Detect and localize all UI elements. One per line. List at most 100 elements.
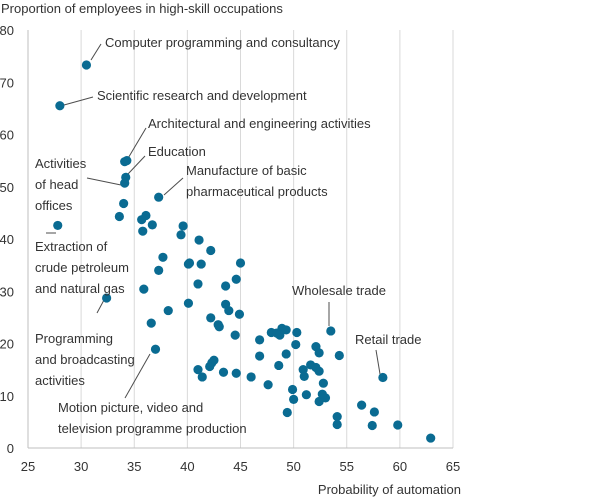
data-point (357, 400, 367, 410)
data-point (183, 298, 194, 308)
annotation-label: Extraction of (35, 239, 108, 254)
annotation-label: Wholesale trade (292, 283, 386, 298)
data-point (206, 245, 216, 256)
y-axis-title: Proportion of employees in high-skill oc… (1, 1, 283, 16)
data-point (224, 305, 234, 316)
annotation-leader-line (126, 127, 147, 161)
data-point (281, 325, 291, 335)
data-point (234, 309, 245, 319)
data-point (326, 326, 336, 336)
annotation-label: Motion picture, video and (58, 400, 203, 415)
data-point (426, 433, 436, 443)
data-point (119, 198, 129, 209)
data-point (275, 330, 285, 340)
annotation-label: crude petroleum (35, 260, 129, 275)
data-point (367, 420, 377, 431)
data-point (378, 372, 388, 383)
data-point (184, 258, 195, 268)
annotations: Computer programming and consultancy Scie… (35, 35, 421, 436)
data-point (138, 226, 148, 236)
annotation-leader-line (86, 177, 122, 186)
x-axis-title: Probability of automation (318, 482, 461, 497)
annotation-leader-line (375, 349, 381, 375)
data-point (122, 156, 132, 166)
data-point (150, 344, 161, 354)
data-point (255, 351, 265, 361)
y-tick-labels: 0 10 20 30 40 50 60 70 80 (0, 23, 14, 456)
annotation-label: Architectural and engineering activities (148, 116, 371, 131)
data-point (206, 313, 216, 323)
annotation-leader-line (96, 299, 105, 314)
data-point (334, 350, 344, 361)
data-point (120, 178, 130, 188)
x-tick-label: 65 (446, 459, 460, 474)
data-point (102, 293, 112, 303)
data-point (158, 252, 168, 262)
annotation-label: Computer programming and consultancy (105, 35, 340, 50)
data-point (332, 419, 342, 430)
x-tick-labels: 25 30 35 40 45 50 55 60 65 (21, 459, 460, 474)
data-point (139, 284, 149, 294)
data-point (301, 390, 311, 400)
data-point (147, 220, 157, 230)
data-point (289, 394, 299, 405)
annotation-label: Education (148, 144, 206, 159)
annotation-label: and broadcasting (35, 352, 135, 367)
data-point (291, 339, 301, 350)
data-points (53, 60, 436, 443)
y-tick-label: 30 (0, 284, 14, 299)
grid (27, 30, 454, 448)
annotation-leader-line (127, 155, 146, 175)
data-point (393, 420, 403, 430)
annotation-label: Retail trade (355, 332, 421, 347)
data-point (163, 305, 173, 316)
y-tick-label: 20 (0, 337, 14, 352)
data-point (287, 384, 298, 395)
data-point (230, 330, 240, 340)
data-point (205, 361, 215, 372)
data-point (314, 348, 324, 358)
data-point (274, 360, 284, 371)
annotation-label: offices (35, 198, 73, 213)
data-point (81, 60, 92, 70)
data-point (218, 367, 229, 377)
annotation-label: activities (35, 373, 85, 388)
x-tick-label: 35 (127, 459, 141, 474)
x-tick-label: 60 (393, 459, 407, 474)
data-point (318, 378, 328, 388)
annotation-label: Activities (35, 156, 87, 171)
data-point (292, 327, 302, 338)
annotation-label: Programming (35, 331, 113, 346)
data-point (235, 258, 246, 268)
data-point (282, 407, 292, 418)
y-tick-label: 80 (0, 23, 14, 38)
data-point (221, 281, 231, 291)
data-point (231, 368, 241, 378)
data-point (214, 322, 224, 332)
data-point (369, 407, 379, 417)
data-point (314, 366, 324, 376)
annotation-label: pharmaceutical products (186, 184, 328, 199)
y-tick-label: 0 (7, 441, 14, 456)
annotation-leader-line (124, 353, 151, 399)
y-tick-label: 40 (0, 232, 14, 247)
annotation-label: of head (35, 177, 78, 192)
annotation-leader-line (90, 43, 102, 61)
data-point (281, 349, 291, 359)
data-point (176, 230, 186, 240)
x-tick-label: 45 (233, 459, 247, 474)
annotation-leader-line (163, 177, 184, 196)
data-point (317, 389, 327, 399)
axes (27, 30, 453, 449)
data-point (299, 371, 309, 382)
data-point (154, 192, 164, 202)
data-point (263, 380, 273, 390)
y-tick-label: 50 (0, 180, 14, 195)
data-point (298, 365, 308, 375)
x-tick-label: 40 (180, 459, 194, 474)
data-point (53, 220, 63, 231)
annotation-label: Scientific research and development (97, 88, 307, 103)
data-point (154, 265, 164, 275)
x-tick-label: 25 (21, 459, 35, 474)
